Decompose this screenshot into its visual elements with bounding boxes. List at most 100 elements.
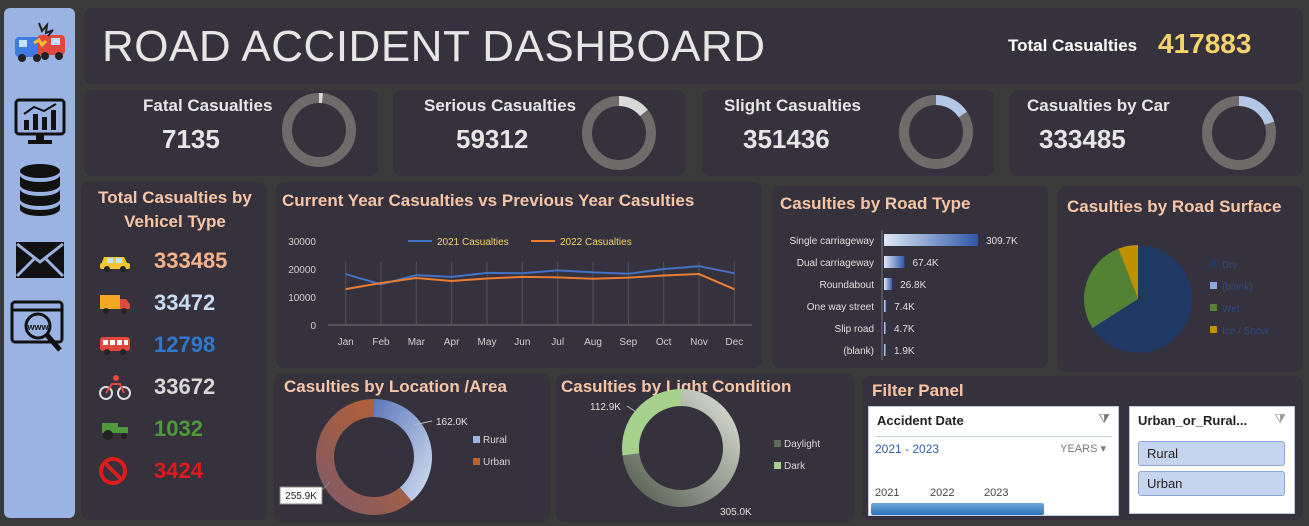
car-icon: [100, 257, 130, 272]
kpi-label-slight: Slight Casualties: [724, 96, 861, 115]
date-slicer-title: Accident Date: [877, 413, 964, 428]
legend-swatch: [774, 462, 781, 469]
kpi-label-fatal: Fatal Casualties: [143, 96, 273, 115]
legend-label: Dry: [1222, 260, 1238, 271]
road-type-data-label: 1.9K: [894, 346, 915, 357]
light-title: Casulties by Light Condition: [561, 377, 792, 396]
kpi-value-car: 333485: [1039, 124, 1126, 154]
year-tick: 2021: [875, 487, 900, 499]
x-tick-label: Jul: [551, 337, 564, 348]
location-data-label: 255.9K: [285, 491, 317, 502]
road-type-label: Roundabout: [820, 280, 875, 291]
light-slice: [622, 389, 681, 456]
road-type-data-label: 7.4K: [894, 302, 915, 313]
x-tick-label: Mar: [408, 337, 426, 348]
kpi-value-slight: 351436: [743, 124, 830, 154]
svg-text:www: www: [26, 322, 49, 332]
vehicle-row-other: 3424: [98, 453, 203, 489]
road-type-data-label: 309.7K: [986, 236, 1018, 247]
legend-swatch: [1210, 260, 1217, 267]
road-type-bar: [884, 300, 887, 312]
road-surface-slice: [1092, 245, 1192, 353]
clear-filter-icon[interactable]: ⧩: [1098, 411, 1110, 426]
road-type-title: Casulties by Road Type: [780, 194, 971, 213]
y-tick-label: 0: [310, 321, 316, 332]
legend-swatch: [1210, 282, 1217, 289]
timeline-bar[interactable]: [871, 503, 1044, 515]
road-type-bar: [884, 322, 886, 334]
kpi-ring-fill: [319, 93, 323, 104]
sidebar: www: [4, 8, 75, 518]
x-tick-label: Jan: [338, 337, 354, 348]
road-surface-slice: [1092, 299, 1138, 328]
road-type-bar: [884, 278, 893, 290]
kpi-value-fatal: 7135: [162, 124, 220, 154]
leader-line: [413, 420, 433, 426]
kpi-label-car: Casualties by Car: [1027, 96, 1170, 115]
line-chart-title: Current Year Casualties vs Previous Year…: [282, 191, 695, 210]
web-search-icon[interactable]: www: [10, 300, 70, 356]
car-crash-icon[interactable]: [10, 14, 70, 70]
year-tick: 2022: [930, 487, 955, 499]
mail-icon[interactable]: [10, 232, 70, 288]
callout-box: [279, 486, 323, 505]
van-icon: [100, 295, 130, 314]
bicycle-icon: [99, 375, 131, 400]
kpi-ring-fill: [619, 96, 648, 117]
monitor-chart-icon[interactable]: [10, 94, 70, 150]
date-unit-dropdown[interactable]: YEARS ▾: [1060, 443, 1106, 455]
kpi-label-serious: Serious Casualties: [424, 96, 577, 115]
legend-label: (blank): [1222, 282, 1253, 293]
vehicle-value-other: 3424: [154, 458, 203, 483]
vehicle-row-bicycle: 33672: [98, 369, 215, 405]
road-surface-slice: [1118, 245, 1138, 299]
location-title: Casulties by Location /Area: [284, 377, 507, 396]
road-type-label: Single carriageway: [790, 236, 875, 247]
road-type-bar: [884, 234, 978, 246]
date-unit-label: YEARS: [1060, 443, 1098, 455]
legend-label: Rural: [483, 435, 507, 446]
vehicle-value-van: 33472: [154, 290, 216, 315]
legend-label: Urban: [483, 457, 510, 468]
legend-swatch: [473, 436, 480, 443]
tractor-icon: [102, 423, 128, 440]
location-data-label: 162.0K: [436, 417, 468, 428]
area-option-urban[interactable]: Urban: [1138, 471, 1285, 496]
filter-title: Filter Panel: [872, 381, 964, 400]
legend-swatch: [1210, 326, 1217, 333]
road-surface-slice: [1084, 248, 1138, 328]
y-tick-label: 20000: [288, 265, 316, 276]
kpi-value-serious: 59312: [456, 124, 529, 154]
area-option-rural[interactable]: Rural: [1138, 441, 1285, 466]
kpi-ring-fill: [936, 95, 967, 118]
legend-label: Wet: [1222, 304, 1240, 315]
x-tick-label: Feb: [372, 337, 390, 348]
area-slicer[interactable]: Urban_or_Rural... ⧩ Rural Urban: [1129, 406, 1295, 514]
road-type-label: One way street: [807, 302, 874, 313]
vehicle-row-tractor: 1032: [98, 411, 203, 447]
legend-label: Daylight: [784, 439, 820, 450]
y-tick-label: 30000: [288, 237, 316, 248]
area-slicer-title: Urban_or_Rural...: [1138, 413, 1248, 428]
location-slice: [315, 399, 412, 515]
vehicle-row-bus: 12798: [98, 327, 215, 363]
date-slicer[interactable]: Accident Date ⧩ 2021 - 2023 YEARS ▾ 2021…: [868, 406, 1119, 516]
clear-filter-icon[interactable]: ⧩: [1274, 411, 1286, 426]
header-card: [84, 8, 1303, 84]
legend-label: Dark: [784, 461, 806, 472]
vehicle-value-tractor: 1032: [154, 416, 203, 441]
database-icon[interactable]: [10, 162, 70, 218]
road-type-bar: [884, 256, 905, 268]
page-title: ROAD ACCIDENT DASHBOARD: [102, 22, 766, 71]
line-series: [345, 265, 735, 286]
vehicle-title-line2: Vehicel Type: [124, 212, 226, 231]
x-tick-label: Jun: [514, 337, 530, 348]
leader-line: [626, 405, 637, 413]
x-tick-label: Nov: [690, 337, 708, 348]
road-type-data-label: 4.7K: [894, 324, 915, 335]
legend-label: 2022 Casualties: [560, 237, 632, 248]
road-type-data-label: 67.4K: [912, 258, 938, 269]
total-casualties-label: Total Casualties: [1008, 36, 1138, 55]
